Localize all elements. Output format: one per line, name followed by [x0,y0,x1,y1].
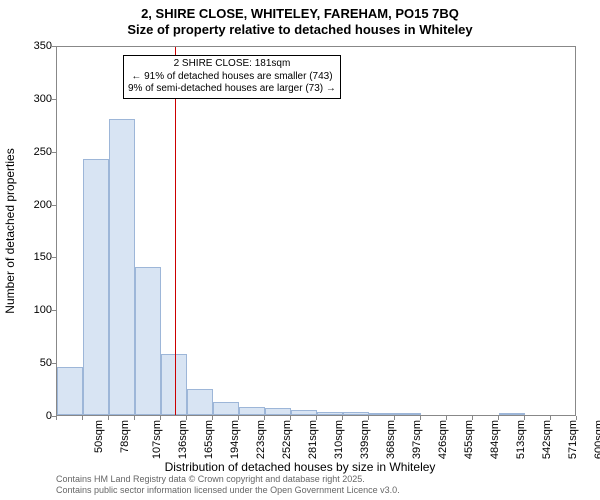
title-block: 2, SHIRE CLOSE, WHITELEY, FAREHAM, PO15 … [0,6,600,39]
footer-line-2: Contains public sector information licen… [56,485,400,496]
x-tick-label: 194sqm [229,420,241,459]
x-tick-label: 484sqm [489,420,501,459]
y-axis-label: Number of detached properties [3,148,17,313]
x-tick-label: 165sqm [203,420,215,459]
histogram-bar [369,413,395,415]
x-tick-mark [264,416,265,420]
x-tick-label: 368sqm [385,420,397,459]
reference-line [175,47,176,415]
x-tick-label: 223sqm [255,420,267,459]
histogram-bar [343,412,369,415]
x-axis-label: Distribution of detached houses by size … [0,460,600,474]
x-tick-mark [290,416,291,420]
histogram-bar [395,413,421,415]
x-tick-mark [498,416,499,420]
x-tick-mark [160,416,161,420]
x-tick-mark [394,416,395,420]
footer-attribution: Contains HM Land Registry data © Crown c… [56,474,400,496]
histogram-bar [239,407,265,415]
x-tick-mark [134,416,135,420]
x-tick-mark [576,416,577,420]
x-tick-mark [524,416,525,420]
x-tick-mark [56,416,57,420]
histogram-bar [499,413,525,415]
y-tick-label: 300 [34,93,52,105]
x-tick-mark [238,416,239,420]
x-tick-mark [420,416,421,420]
y-tick-mark [52,46,56,47]
x-tick-mark [82,416,83,420]
x-tick-label: 542sqm [541,420,553,459]
x-tick-label: 397sqm [411,420,423,459]
y-tick-mark [52,205,56,206]
x-tick-label: 281sqm [307,420,319,459]
x-tick-label: 107sqm [151,420,163,459]
footer-line-1: Contains HM Land Registry data © Crown c… [56,474,400,485]
plot-area: 2 SHIRE CLOSE: 181sqm ← 91% of detached … [56,46,576,416]
y-tick-label: 100 [34,304,52,316]
histogram-bar [83,159,109,415]
y-tick-mark [52,363,56,364]
histogram-bar [317,412,343,415]
x-tick-mark [342,416,343,420]
title-line-2: Size of property relative to detached ho… [0,22,600,38]
annotation-line-3: 9% of semi-detached houses are larger (7… [128,83,336,96]
histogram-bar [187,389,213,415]
y-tick-mark [52,152,56,153]
y-tick-mark [52,99,56,100]
x-tick-label: 571sqm [567,420,579,459]
x-tick-label: 252sqm [281,420,293,459]
x-tick-mark [186,416,187,420]
x-tick-mark [212,416,213,420]
title-line-1: 2, SHIRE CLOSE, WHITELEY, FAREHAM, PO15 … [0,6,600,22]
x-tick-label: 50sqm [93,420,105,453]
y-tick-label: 200 [34,199,52,211]
x-tick-label: 78sqm [119,420,131,453]
x-tick-label: 310sqm [333,420,345,459]
y-tick-mark [52,257,56,258]
x-tick-mark [550,416,551,420]
x-tick-mark [316,416,317,420]
y-tick-label: 350 [34,40,52,52]
annotation-line-2: ← 91% of detached houses are smaller (74… [128,71,336,84]
x-tick-mark [108,416,109,420]
histogram-bar [135,267,161,415]
histogram-bar [291,410,317,415]
y-tick-label: 150 [34,251,52,263]
x-tick-mark [446,416,447,420]
y-tick-mark [52,310,56,311]
x-tick-mark [368,416,369,420]
x-tick-label: 600sqm [593,420,600,459]
histogram-bar [265,408,291,415]
x-tick-label: 339sqm [359,420,371,459]
histogram-bar [213,402,239,415]
annotation-line-1: 2 SHIRE CLOSE: 181sqm [128,58,336,71]
x-tick-label: 513sqm [515,420,527,459]
histogram-bar [109,119,135,415]
histogram-bar [57,367,83,415]
annotation-box: 2 SHIRE CLOSE: 181sqm ← 91% of detached … [123,55,341,99]
chart-container: 2, SHIRE CLOSE, WHITELEY, FAREHAM, PO15 … [0,0,600,500]
y-tick-label: 250 [34,146,52,158]
x-tick-label: 136sqm [177,420,189,459]
x-tick-label: 426sqm [437,420,449,459]
x-tick-mark [472,416,473,420]
y-tick-label: 50 [40,357,52,369]
x-tick-label: 455sqm [463,420,475,459]
